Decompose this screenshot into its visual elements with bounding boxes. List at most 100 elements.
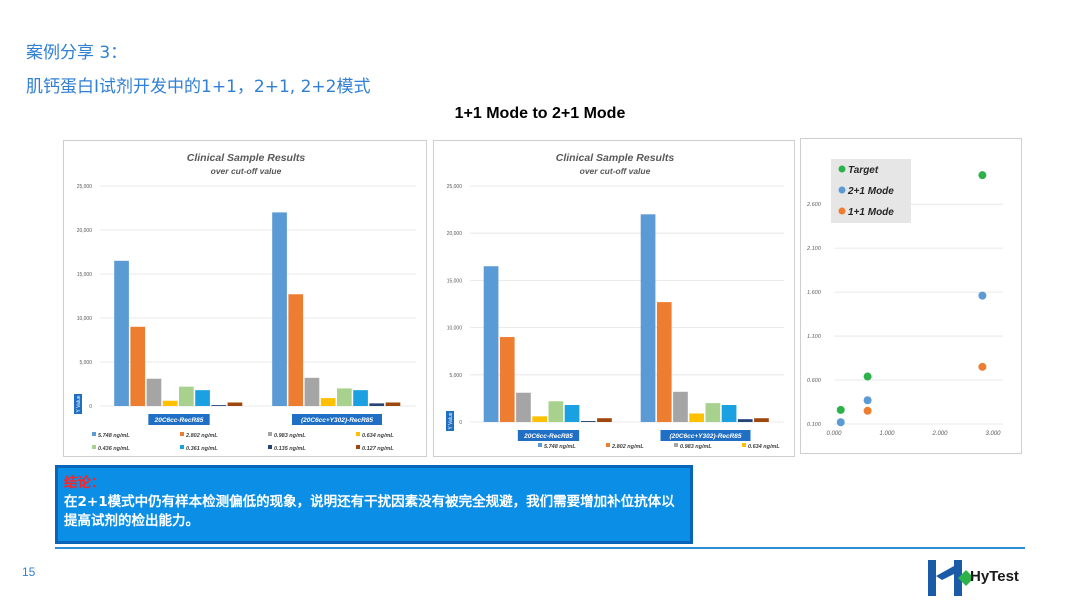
y-tick-label: 25,000 xyxy=(77,184,93,190)
bar xyxy=(516,392,531,422)
bar xyxy=(369,403,385,406)
bar xyxy=(385,402,401,406)
y-tick-label: 2.100 xyxy=(806,246,822,252)
scatter-point xyxy=(978,171,987,180)
y-tick-label: 0 xyxy=(459,420,462,426)
legend-swatch xyxy=(674,443,678,447)
y-tick-label: 10,000 xyxy=(77,316,93,322)
category-label: (20C6cc+Y302)-RecR85 xyxy=(301,417,373,424)
bar xyxy=(195,390,210,406)
legend-swatch xyxy=(180,445,184,449)
legend-entry: 0.135 ng/mL xyxy=(274,446,306,452)
category-label-box xyxy=(660,430,751,441)
bar xyxy=(705,403,721,422)
bar xyxy=(673,391,688,422)
x-tick-label: 0.000 xyxy=(826,431,842,437)
category-label-box xyxy=(517,430,580,441)
legend-entry: 2.802 ng/mL xyxy=(185,433,218,439)
bar xyxy=(304,377,320,406)
legend-swatch xyxy=(356,445,360,449)
bar xyxy=(353,390,368,406)
conclusion-text: 在2+1模式中仍有样本检测偏低的现象，说明还有干扰因素没有被完全规避，我们需要增… xyxy=(64,494,675,529)
bar xyxy=(211,405,227,406)
y-tick-label: 15,000 xyxy=(77,272,93,278)
y-tick-label: 10,000 xyxy=(447,326,463,332)
chart-subtitle: over cut-off value xyxy=(211,166,282,176)
bar xyxy=(162,400,178,406)
legend-entry: 0.634 ng/mL xyxy=(362,433,394,439)
chart-title: Clinical Sample Results xyxy=(556,152,675,164)
y-tick-label: 25,000 xyxy=(447,184,463,190)
x-tick-label: 2.000 xyxy=(931,431,948,437)
y-tick-label: 0 xyxy=(89,404,92,410)
legend-swatch xyxy=(268,432,272,436)
legend-entry: 2.802 ng/mL xyxy=(611,444,644,450)
legend-entry: 0.436 ng/mL xyxy=(98,446,130,452)
scatter-point xyxy=(836,405,845,414)
bar xyxy=(580,421,596,422)
y-axis-label-box xyxy=(74,394,82,414)
slide-title-line2: 肌钙蛋白I试剂开发中的1+1，2+1, 2+2模式 xyxy=(26,77,371,97)
bar xyxy=(288,294,304,406)
footer-divider xyxy=(55,547,1025,549)
legend-swatch xyxy=(742,443,746,447)
bar xyxy=(483,266,499,422)
y-axis-label: Y Value xyxy=(448,412,454,429)
slide-title-line1: 案例分享 3： xyxy=(26,43,128,63)
legend-swatch xyxy=(538,443,542,447)
legend-entry: 5.748 ng/mL xyxy=(544,444,576,450)
slide-subtitle: 1+1 Mode to 2+1 Mode xyxy=(454,105,626,122)
bar xyxy=(548,401,564,422)
y-tick-label: 1.600 xyxy=(807,290,822,296)
bar xyxy=(754,418,769,422)
bar xyxy=(179,386,194,406)
scatter-point xyxy=(836,418,845,427)
legend-entry: 1+1 Mode xyxy=(848,207,894,218)
bar xyxy=(337,388,352,406)
category-label: 20C6cc-RecR85 xyxy=(154,417,204,424)
bar xyxy=(146,378,162,406)
legend-swatch xyxy=(606,443,610,447)
scatter-point xyxy=(863,372,872,381)
chart-title: Clinical Sample Results xyxy=(187,152,306,164)
y-axis-label: Y Value xyxy=(76,395,82,412)
category-label: 20C6cc-RecR85 xyxy=(523,433,573,440)
chart-subtitle: over cut-off value xyxy=(580,166,651,176)
legend-marker xyxy=(838,186,846,194)
bar xyxy=(737,419,753,422)
bar xyxy=(597,418,612,422)
bar-chart-right: Clinical Sample Results over cut-off valu… xyxy=(446,152,784,450)
legend-entry: Target xyxy=(848,165,879,176)
category-label-box xyxy=(148,414,210,425)
bar xyxy=(656,302,672,422)
legend-entry: 2+1 Mode xyxy=(847,186,894,197)
y-tick-label: 0.100 xyxy=(807,422,822,428)
legend-swatch xyxy=(268,445,272,449)
scatter-chart: 0.100 0.600 1.100 1.600 2.100 2.600 0.000 1.000… xyxy=(806,159,1003,437)
hytest-logo-icon xyxy=(928,560,974,596)
page-number: 15 xyxy=(22,565,36,579)
conclusion-box: 结论： 在2+1模式中仍有样本检测偏低的现象，说明还有干扰因素没有被完全规避，我… xyxy=(55,465,693,544)
legend-swatch xyxy=(356,432,360,436)
bar xyxy=(532,416,547,422)
x-tick-label: 3.000 xyxy=(985,431,1001,437)
category-label-box xyxy=(292,414,382,425)
bar-chart-panel-right: Clinical Sample Results over cut-off valu… xyxy=(433,140,795,457)
legend-entry: 5.748 ng/mL xyxy=(98,433,130,439)
y-tick-label: 15,000 xyxy=(447,278,463,284)
conclusion-label: 结论： xyxy=(64,475,105,491)
legend-entry: 0.361 ng/mL xyxy=(186,446,218,452)
legend-entry: 0.127 ng/mL xyxy=(362,446,394,452)
bar xyxy=(564,405,580,422)
y-tick-label: 20,000 xyxy=(77,228,93,234)
legend-swatch xyxy=(92,445,96,449)
legend-marker xyxy=(838,207,846,215)
legend-entry: 0.983 ng/mL xyxy=(680,444,712,450)
x-tick-label: 1.000 xyxy=(879,431,895,437)
bar xyxy=(689,413,704,422)
y-axis-label-box xyxy=(446,411,454,431)
scatter-point xyxy=(863,396,872,405)
logo-text: HyTest xyxy=(970,568,1019,585)
legend-entry: 0.634 ng/mL xyxy=(748,444,780,450)
y-tick-label: 5,000 xyxy=(79,360,92,366)
